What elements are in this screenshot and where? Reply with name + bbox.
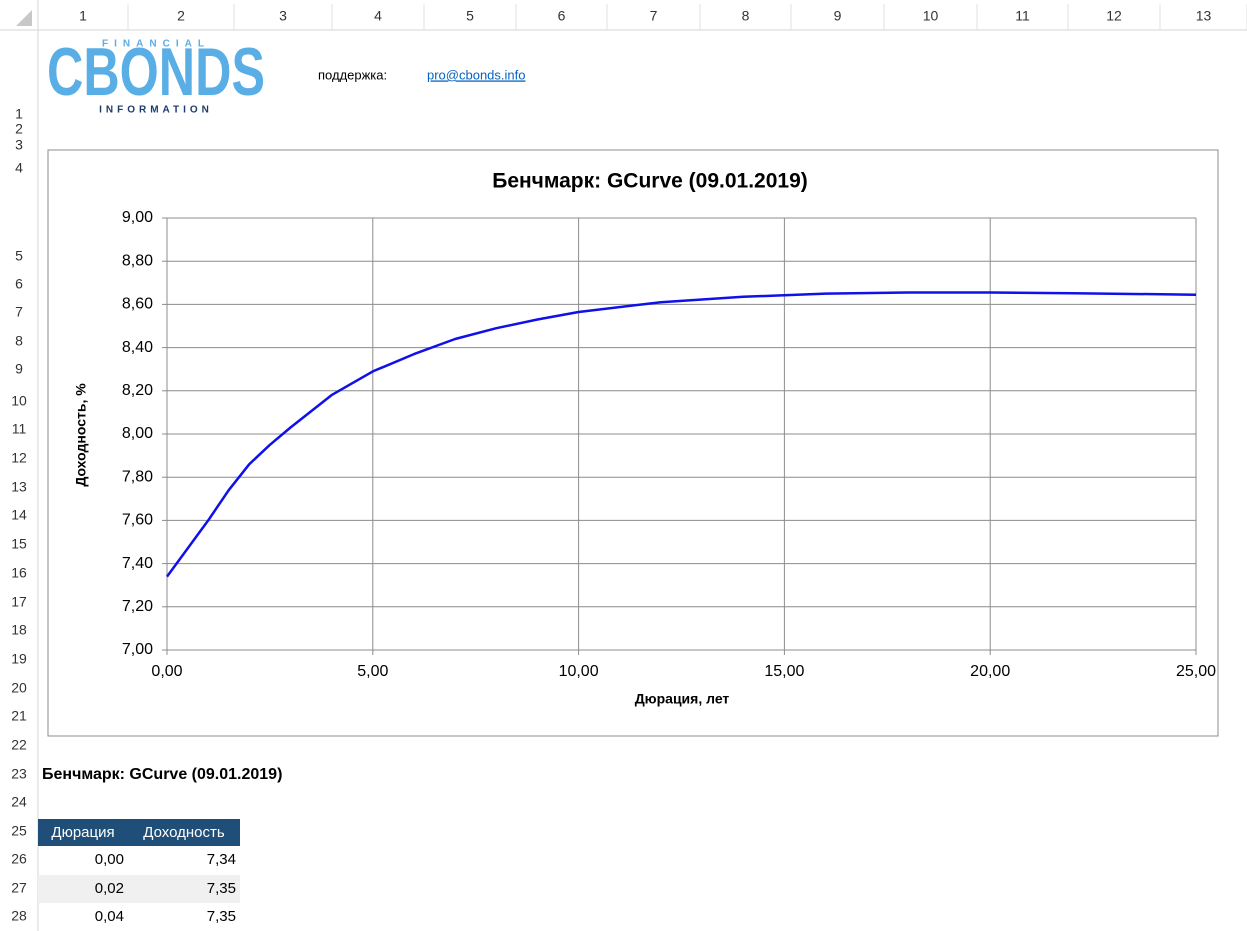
row-header: 12: [11, 450, 27, 466]
column-header: 11: [1015, 8, 1030, 24]
table-cell: 7,35: [207, 880, 236, 897]
row-header: 9: [15, 361, 23, 377]
x-tick-label: 20,00: [970, 663, 1010, 680]
row-header: 28: [11, 908, 27, 924]
y-tick-label: 7,60: [122, 512, 153, 529]
column-header: 13: [1196, 8, 1212, 24]
row-header: 8: [15, 333, 23, 349]
chart-title: Бенчмарк: GCurve (09.01.2019): [492, 170, 808, 193]
row-header: 11: [12, 421, 27, 437]
table-header-text: Дюрация: [51, 824, 114, 841]
column-header: 10: [923, 8, 939, 24]
column-header: 5: [466, 8, 474, 24]
row-header: 19: [11, 651, 27, 667]
row-header: 24: [11, 794, 27, 810]
row-header: 2: [15, 121, 23, 137]
chart-frame[interactable]: [47, 149, 1219, 737]
x-tick-label: 25,00: [1176, 663, 1216, 680]
logo-main: CBONDS: [47, 34, 265, 110]
row-header: 23: [11, 766, 27, 782]
y-tick-label: 9,00: [122, 209, 153, 226]
row-header: 14: [11, 507, 27, 523]
table-cell: 0,00: [95, 851, 124, 868]
row-header: 25: [11, 823, 27, 839]
data-line: [165, 291, 1197, 578]
row-header: 26: [11, 851, 27, 867]
y-tick-label: 8,80: [122, 252, 153, 269]
row-header: 16: [11, 565, 27, 581]
table-cell: 7,35: [207, 908, 236, 925]
row-header: 22: [11, 737, 27, 753]
table-header-text: Доходность: [143, 824, 225, 841]
row-header: 27: [11, 880, 27, 896]
y-tick-label: 8,40: [122, 339, 153, 356]
select-all[interactable]: [16, 10, 32, 26]
x-tick-label: 10,00: [559, 663, 599, 680]
y-tick-label: 7,00: [122, 641, 153, 658]
table-row-shade: [38, 875, 240, 903]
logo-bottom: INFORMATION: [99, 105, 213, 116]
row-header: 3: [15, 137, 23, 153]
logo-top: FINANCIAL: [102, 39, 210, 50]
column-header: 12: [1106, 8, 1122, 24]
table-cell: 7,34: [207, 851, 236, 868]
x-tick-label: 0,00: [151, 663, 182, 680]
row-header: 18: [11, 622, 27, 638]
column-header: 4: [374, 8, 382, 24]
column-header: 3: [279, 8, 287, 24]
row-header: 4: [15, 160, 23, 176]
y-tick-label: 7,20: [122, 598, 153, 615]
table-header-cell: [128, 819, 240, 846]
row-header: 5: [15, 248, 23, 264]
y-tick-label: 8,20: [122, 382, 153, 399]
column-header: 8: [742, 8, 750, 24]
table-header-cell: [38, 819, 128, 846]
x-axis-label: Дюрация, лет: [635, 691, 730, 707]
column-header: 6: [558, 8, 566, 24]
support-email[interactable]: pro@cbonds.info: [427, 67, 525, 82]
y-tick-label: 8,60: [122, 296, 153, 313]
table-cell: 0,04: [95, 908, 124, 925]
support-label: поддержка:: [318, 67, 387, 82]
row-header: 1: [15, 106, 23, 122]
logo: FINANCIAL CBONDS INFORMATION: [47, 34, 265, 116]
y-tick-label: 8,00: [122, 425, 153, 442]
x-tick-label: 15,00: [764, 663, 804, 680]
y-tick-label: 7,80: [122, 468, 153, 485]
column-header: 7: [650, 8, 658, 24]
row-header: 21: [11, 708, 27, 724]
row-header: 7: [15, 304, 23, 320]
table-title: Бенчмарк: GCurve (09.01.2019): [42, 766, 282, 783]
y-axis-label: Доходность, %: [73, 383, 89, 487]
row-header: 6: [15, 276, 23, 292]
row-header: 17: [11, 594, 27, 610]
row-header: 13: [11, 479, 27, 495]
column-header: 1: [79, 8, 87, 24]
row-header: 10: [11, 393, 27, 409]
row-header: 20: [11, 680, 27, 696]
row-header: 15: [11, 536, 27, 552]
y-tick-label: 7,40: [122, 555, 153, 572]
x-tick-label: 5,00: [357, 663, 388, 680]
column-header-band: [0, 0, 1247, 30]
table-cell: 0,02: [95, 880, 124, 897]
column-header: 2: [177, 8, 185, 24]
column-header: 9: [834, 8, 842, 24]
